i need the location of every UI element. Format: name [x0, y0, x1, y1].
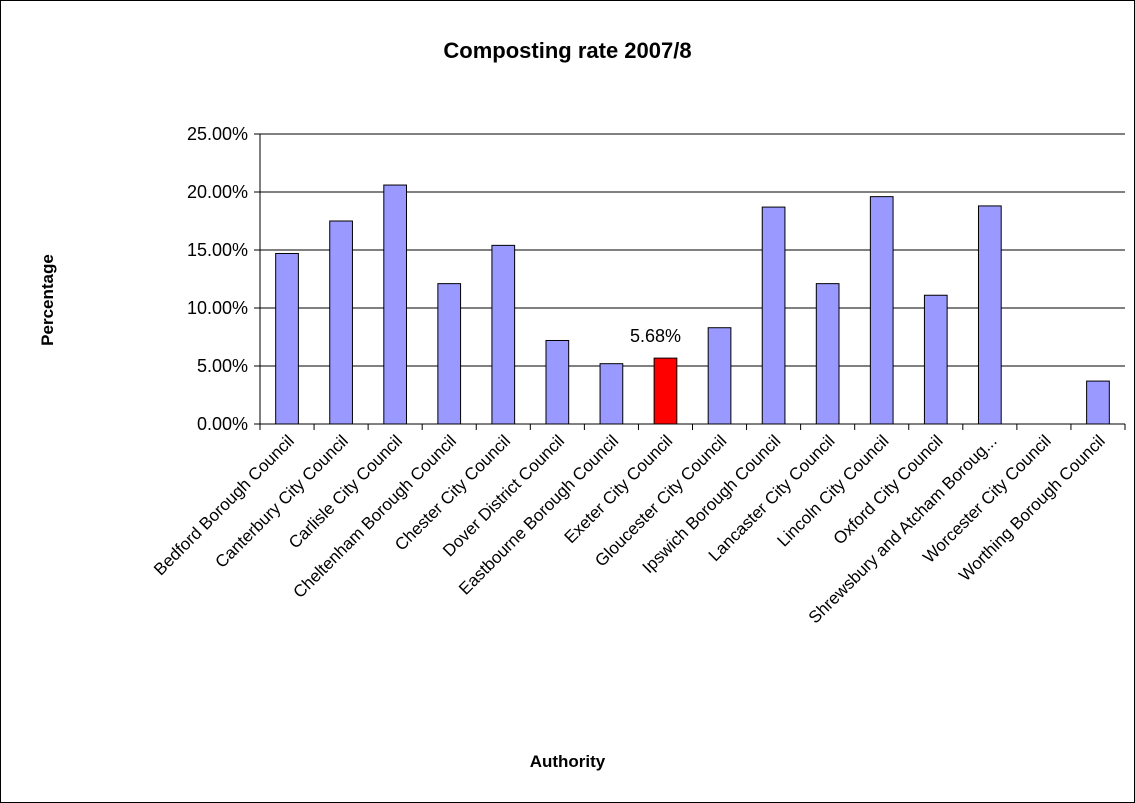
- bar: [383, 184, 408, 425]
- bar: [707, 327, 732, 425]
- bar: [923, 294, 948, 425]
- y-tick-label: 25.00%: [187, 124, 248, 144]
- bar: [1086, 380, 1110, 425]
- bar: [545, 339, 570, 425]
- chart-title: Composting rate 2007/8: [443, 38, 692, 63]
- bar: [815, 283, 840, 425]
- bar: [653, 357, 678, 425]
- y-tick-label: 20.00%: [187, 182, 248, 202]
- x-axis-label: Authority: [529, 752, 606, 771]
- y-tick-label: 10.00%: [187, 298, 248, 318]
- y-tick-label: 5.00%: [197, 356, 248, 376]
- bar: [599, 363, 624, 425]
- bar: [275, 252, 299, 425]
- bar: [491, 244, 516, 425]
- data-label: 5.68%: [630, 326, 681, 346]
- y-tick-label: 0.00%: [197, 414, 248, 434]
- bar: [329, 220, 353, 425]
- bar: [437, 283, 462, 425]
- bar: [869, 196, 894, 425]
- y-tick-label: 15.00%: [187, 240, 248, 260]
- bar: [977, 205, 1002, 425]
- bar: [761, 206, 786, 425]
